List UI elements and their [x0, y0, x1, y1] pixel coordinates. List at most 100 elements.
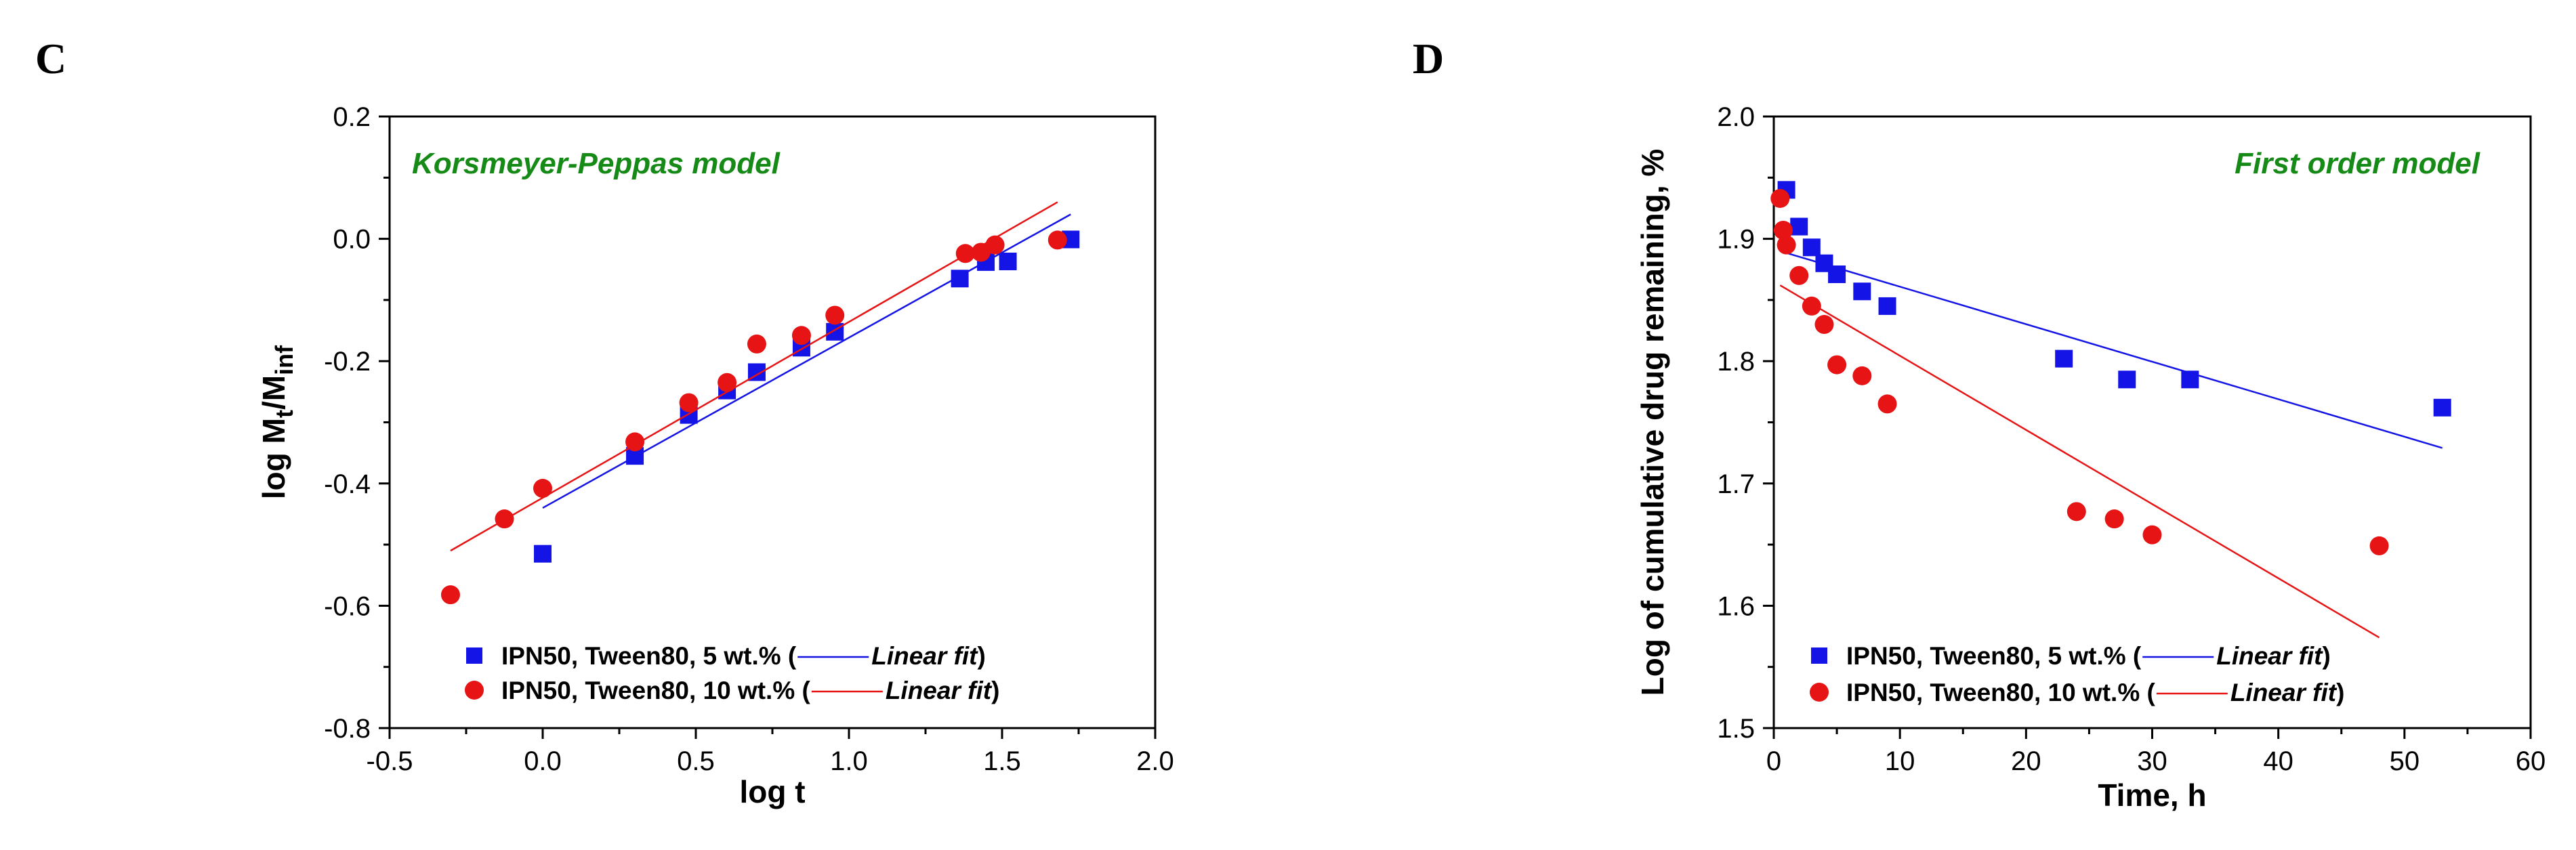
data-point-series-1	[1790, 217, 1808, 236]
y-tick-label: 1.8	[1717, 347, 1755, 377]
x-axis-title: Time, h	[2098, 778, 2206, 813]
y-tick-label: 1.5	[1717, 714, 1755, 744]
panel-letter-d: D	[1413, 35, 1444, 83]
x-tick-label: 30	[2137, 746, 2167, 776]
legend-marker	[466, 647, 482, 664]
legend-entry: IPN50, Tween80, 10 wt.% ( Linear fit)	[1846, 679, 2344, 706]
data-point-series-2	[1773, 220, 1793, 240]
y-tick-label: -0.6	[324, 591, 371, 621]
data-point-series-2	[971, 242, 991, 262]
data-point-series-2	[1877, 394, 1897, 414]
data-point-series-2	[2066, 502, 2086, 522]
data-point-series-2	[1827, 355, 1847, 375]
y-axis-title: Log of cumulative drug remaining, %	[1635, 149, 1670, 696]
x-tick-label: 60	[2516, 746, 2546, 776]
data-point-series-1	[1878, 297, 1896, 315]
legend-series-name: IPN50, Tween80, 10 wt.% (	[501, 677, 810, 704]
data-point-series-2	[1770, 189, 1790, 209]
model-title: Korsmeyer-Peppas model	[412, 147, 781, 180]
data-point-series-1	[2055, 349, 2073, 368]
plot-frame	[1772, 115, 2532, 729]
legend-line-space	[810, 677, 886, 704]
y-axis-title-part: log M	[256, 418, 291, 499]
x-tick-label: 20	[2011, 746, 2041, 776]
data-point-series-1	[1853, 282, 1871, 301]
data-point-series-2	[718, 373, 737, 392]
x-tick-label: 40	[2263, 746, 2293, 776]
data-point-series-1	[1828, 265, 1846, 283]
legend-marker	[465, 681, 484, 700]
model-title: First order model	[2235, 147, 2480, 180]
y-axis-title: log Mt/Minf	[256, 345, 298, 499]
data-point-series-2	[679, 393, 699, 412]
data-point-series-2	[791, 326, 811, 345]
data-point-series-1	[1802, 238, 1821, 257]
data-point-series-1	[951, 270, 969, 288]
data-point-series-2	[440, 585, 460, 605]
y-axis-title-part: t	[270, 410, 298, 418]
data-point-series-2	[955, 244, 975, 263]
y-axis-title-part: /M	[256, 375, 291, 410]
y-tick-label: -0.8	[324, 714, 371, 744]
legend-close-paren: )	[978, 642, 986, 670]
x-tick-label: 0.5	[677, 746, 715, 776]
data-point-series-2	[747, 334, 766, 354]
legend-fit-label: Linear fit	[871, 642, 978, 670]
x-axis-title: log t	[739, 774, 805, 809]
fit-line-series-2	[450, 201, 1058, 552]
y-tick-label: 1.9	[1717, 225, 1755, 255]
x-tick-label: 0	[1766, 746, 1781, 776]
x-tick-label: 2.0	[1136, 746, 1174, 776]
y-tick-label: 0.0	[333, 225, 371, 255]
data-point-series-1	[2118, 370, 2136, 389]
y-axis-title-part: inf	[270, 345, 298, 375]
x-tick-label: 50	[2390, 746, 2420, 776]
data-point-series-2	[1852, 366, 1872, 385]
data-point-series-2	[625, 432, 645, 452]
data-point-series-2	[1047, 230, 1067, 250]
legend-close-paren: )	[2323, 642, 2331, 670]
legend-series-name: IPN50, Tween80, 10 wt.% (	[1846, 679, 2155, 706]
legend-entry: IPN50, Tween80, 5 wt.% ( Linear fit)	[501, 642, 986, 670]
x-tick-label: 1.0	[830, 746, 868, 776]
legend-entry: IPN50, Tween80, 5 wt.% ( Linear fit)	[1846, 642, 2331, 670]
y-tick-label: 2.0	[1717, 102, 1755, 132]
legend-series-name: IPN50, Tween80, 5 wt.% (	[501, 642, 797, 670]
data-point-series-1	[2433, 398, 2451, 417]
data-point-series-2	[2369, 536, 2389, 555]
legend-marker	[1811, 647, 1827, 664]
data-point-series-2	[495, 509, 514, 529]
y-tick-label: -0.2	[324, 347, 371, 377]
data-point-series-2	[825, 305, 845, 325]
data-point-series-2	[2142, 525, 2162, 545]
data-point-series-2	[1802, 296, 1821, 316]
data-point-series-2	[1814, 315, 1834, 335]
y-tick-label: 1.6	[1717, 591, 1755, 621]
legend-close-paren: )	[2336, 679, 2344, 706]
panel-c-chart: -0.5 0.0 0.5 1.0 1.5 2.0 -0.8 -0.6 -0.4 -0.2 0.0 0.…	[256, 102, 1174, 809]
data-point-series-1	[2181, 370, 2199, 389]
legend-entry: IPN50, Tween80, 10 wt.% ( Linear fit)	[501, 677, 999, 704]
legend-fit-label: Linear fit	[886, 677, 993, 704]
y-tick-label: 1.7	[1717, 469, 1755, 499]
x-tick-label: 1.5	[983, 746, 1021, 776]
legend-fit-label: Linear fit	[2230, 679, 2338, 706]
y-tick-label: 0.2	[333, 102, 371, 132]
x-tick-label: -0.5	[367, 746, 413, 776]
panel-d-chart: 0 10 20 30 40 50 60 1.5 1.6 1.7 1.8 1.9 2.0 Time, h Lo…	[1635, 102, 2546, 813]
data-point-series-2	[1789, 265, 1809, 285]
y-tick-label: -0.4	[324, 469, 371, 499]
data-point-series-2	[2104, 509, 2124, 529]
panel-letter-c: C	[35, 35, 66, 83]
plot-frame	[388, 115, 1157, 729]
legend-line-space	[2155, 679, 2230, 706]
x-tick-label: 0.0	[524, 746, 562, 776]
legend-line-space	[2141, 642, 2216, 670]
x-tick-label: 10	[1885, 746, 1915, 776]
legend-marker	[1810, 683, 1829, 702]
legend-close-paren: )	[991, 677, 999, 704]
data-point-series-2	[1777, 235, 1796, 255]
legend-fit-label: Linear fit	[2216, 642, 2323, 670]
data-point-series-2	[985, 235, 1005, 255]
